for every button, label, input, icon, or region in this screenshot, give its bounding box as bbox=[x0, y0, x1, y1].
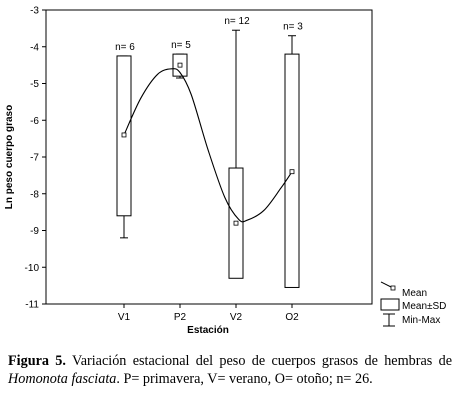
n-label: n= 3 bbox=[283, 22, 303, 33]
mean-markers-group bbox=[121, 62, 295, 226]
n-label: n= 5 bbox=[171, 40, 191, 51]
mean-marker bbox=[177, 62, 183, 68]
legend-sd-label: Mean±SD bbox=[402, 301, 446, 312]
x-tick-label: P2 bbox=[174, 312, 187, 323]
whiskers-group bbox=[120, 29, 296, 239]
legend-mean-marker bbox=[390, 285, 396, 291]
mean-curve-line bbox=[123, 68, 293, 223]
caption-text-before: Variación estacional del peso de cuerpos… bbox=[65, 353, 452, 369]
legend-minmax-label: Min-Max bbox=[402, 315, 440, 326]
n-label: n= 12 bbox=[224, 16, 250, 27]
caption-text-after: . P= primavera, V= verano, O= otoño; n= … bbox=[116, 371, 373, 387]
y-axis: -3 -4 -5 -6 -7 -8 -9 -10 -11 bbox=[25, 6, 46, 311]
x-tick-label: O2 bbox=[285, 312, 299, 323]
mean-marker bbox=[121, 132, 127, 138]
x-axis: V1 P2 V2 O2 bbox=[118, 304, 299, 323]
y-tick-label: -7 bbox=[30, 153, 39, 164]
figure-caption: Figura 5. Variación estacional del peso … bbox=[8, 352, 452, 388]
y-tick-label: -8 bbox=[30, 189, 39, 200]
y-tick-label: -4 bbox=[30, 42, 39, 53]
y-tick-label: -5 bbox=[30, 79, 39, 90]
n-label: n= 6 bbox=[115, 42, 135, 53]
caption-label: Figura 5. bbox=[8, 353, 66, 369]
y-tick-label: -6 bbox=[30, 116, 39, 127]
box-plot-chart: -3-4-5-6-7-8-9-10-11 V1 P2 V2 O2 n= 6 n= 5n=… bbox=[4, 6, 446, 337]
mean-marker bbox=[233, 220, 239, 226]
y-tick-label: -11 bbox=[25, 300, 39, 311]
caption-species: Homonota fasciata bbox=[8, 371, 117, 387]
n-labels-group: n= 6 n= 5 n= 12 n= 3 bbox=[115, 16, 303, 53]
x-axis-label: Estación bbox=[187, 325, 229, 336]
plot-frame bbox=[45, 9, 373, 305]
legend-mean-label: Mean bbox=[402, 288, 427, 299]
x-tick-label: V1 bbox=[118, 312, 131, 323]
y-axis-label: Ln peso cuerpo graso bbox=[4, 105, 15, 209]
legend: Mean Mean±SD Min-Max bbox=[380, 281, 446, 327]
y-tick-label: -10 bbox=[25, 263, 40, 274]
mean-marker bbox=[289, 169, 295, 175]
y-tick-label: -9 bbox=[30, 226, 39, 237]
legend-sd-symbol bbox=[380, 298, 400, 311]
sd-boxes-group bbox=[116, 53, 300, 288]
y-tick-label: -3 bbox=[30, 6, 39, 17]
x-tick-label: V2 bbox=[230, 312, 243, 323]
